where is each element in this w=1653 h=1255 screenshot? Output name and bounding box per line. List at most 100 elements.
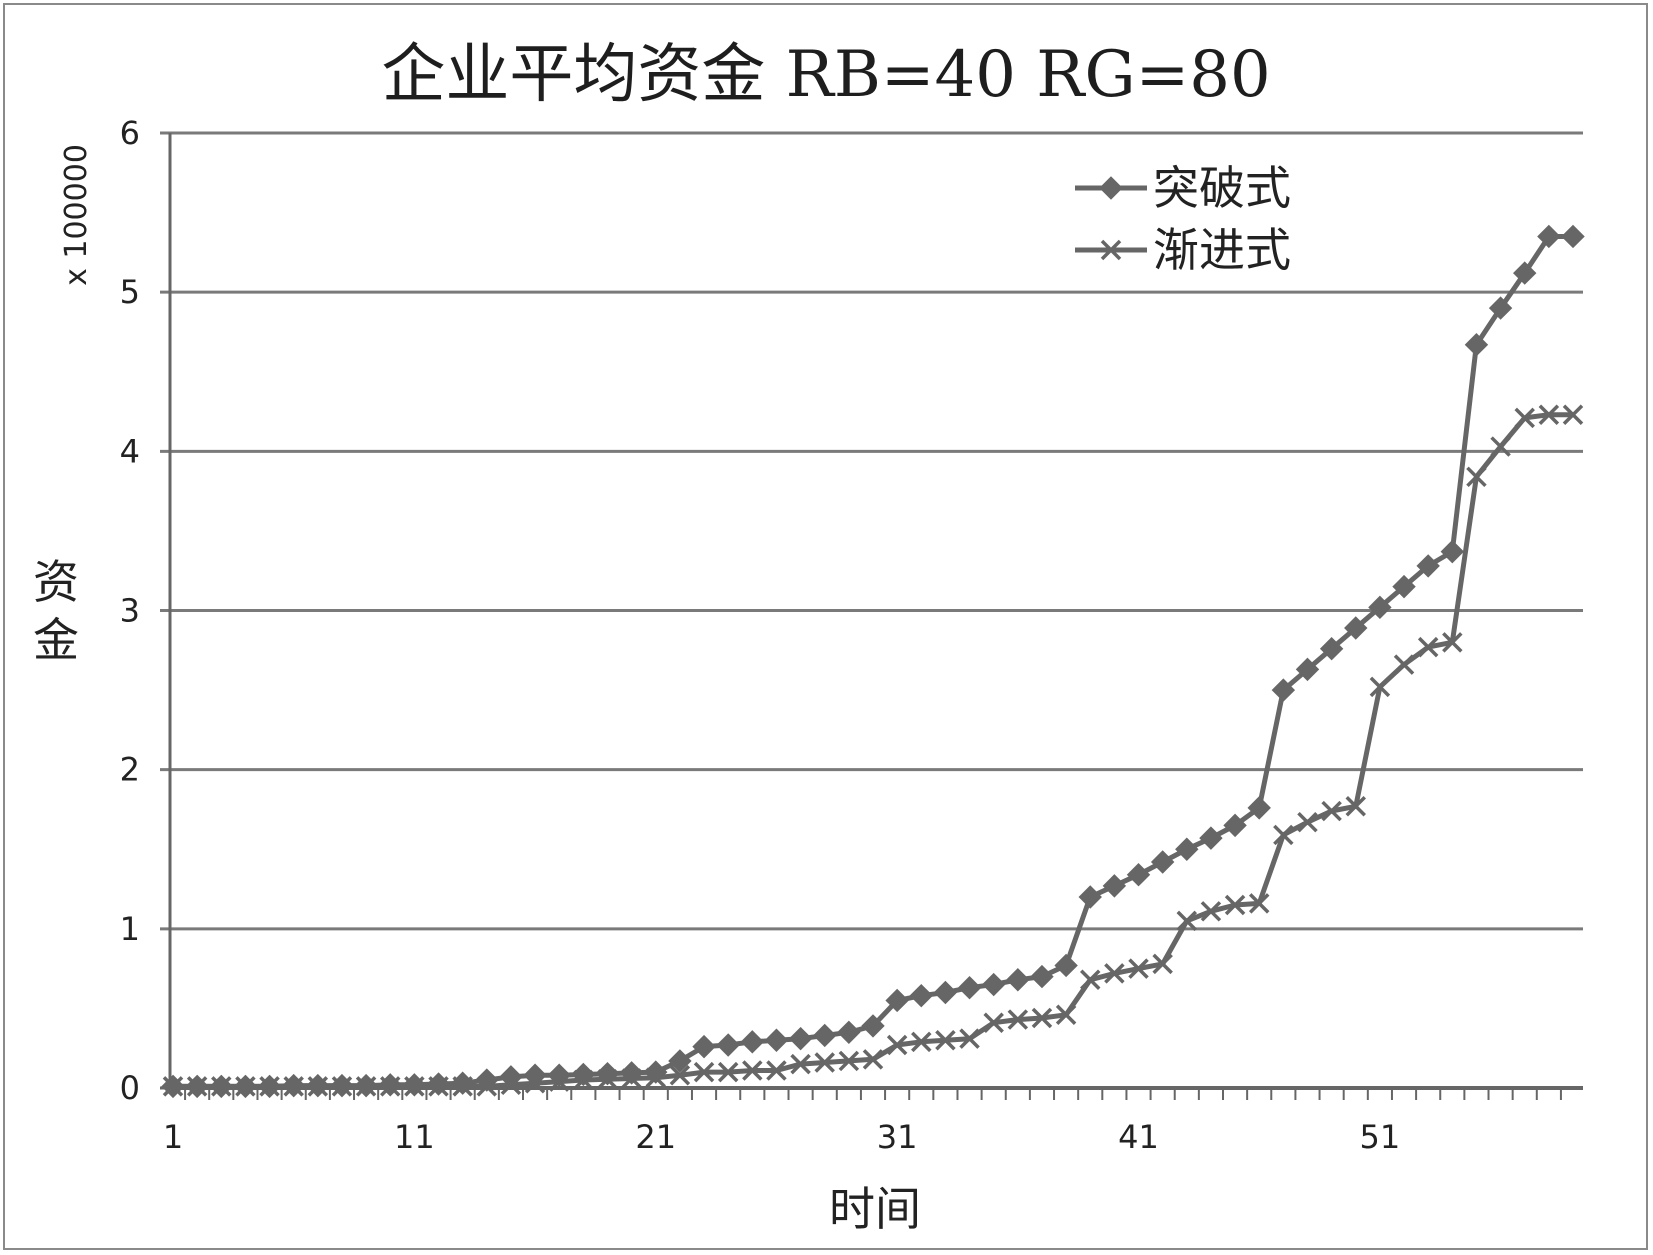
- data-point-x: [211, 1076, 232, 1097]
- data-point-diamond: [1030, 964, 1054, 989]
- data-point-diamond: [547, 1063, 571, 1087]
- data-point-x: [693, 1061, 715, 1083]
- data-point-x: [1104, 963, 1125, 984]
- data-point-diamond: [1344, 616, 1368, 640]
- legend-label: 突破式: [1153, 161, 1291, 215]
- data-point-diamond: [1271, 678, 1296, 702]
- x-tick-label: 21: [635, 1118, 676, 1156]
- data-point-x: [1224, 894, 1246, 916]
- data-point-x: [983, 1012, 1004, 1033]
- series-1: [162, 404, 1584, 1097]
- legend-item-incremental: 渐进式: [1075, 223, 1291, 277]
- data-point-x: [1297, 811, 1318, 833]
- legend-item-breakthrough: 突破式: [1075, 161, 1291, 215]
- data-point-x: [886, 1034, 908, 1056]
- data-point-diamond: [1199, 826, 1223, 850]
- data-point-diamond: [1054, 953, 1078, 978]
- data-point-diamond: [1247, 796, 1271, 820]
- data-point-diamond: [957, 976, 982, 1000]
- data-point-x: [1345, 796, 1366, 817]
- data-point-x: [1562, 404, 1584, 425]
- y-axis-label-char: 金: [33, 613, 79, 667]
- x-tick-label: 41: [1118, 1118, 1159, 1156]
- data-point-x: [669, 1065, 691, 1086]
- data-point-x: [766, 1060, 787, 1081]
- x-tick-label: 1: [163, 1118, 183, 1156]
- data-point-x: [911, 1031, 932, 1053]
- data-point-x: [1514, 407, 1535, 429]
- series-line: [173, 234, 1573, 1089]
- data-point-x: [717, 1061, 739, 1083]
- data-point-diamond: [1561, 224, 1585, 249]
- data-point-x: [935, 1030, 956, 1051]
- data-point-x: [1200, 901, 1222, 922]
- data-point-diamond: [788, 1026, 813, 1051]
- data-point-x: [1055, 1004, 1077, 1026]
- chart-title: 企业平均资金 RB=40 RG=80: [381, 38, 1270, 112]
- data-point-x: [259, 1076, 280, 1097]
- y-tick-label: 1: [120, 910, 140, 948]
- data-point-x: [621, 1068, 642, 1089]
- data-point-diamond: [1099, 176, 1123, 200]
- data-point-x: [1031, 1007, 1053, 1029]
- y-tick-label: 5: [120, 273, 140, 311]
- data-point-diamond: [1537, 224, 1561, 249]
- data-point-x: [1080, 969, 1101, 991]
- y-tick-label: 2: [120, 751, 140, 789]
- data-point-x: [645, 1067, 666, 1088]
- data-point-x: [428, 1076, 449, 1097]
- data-point-diamond: [885, 988, 909, 1013]
- data-point-x: [1538, 404, 1560, 425]
- data-point-x: [404, 1076, 425, 1097]
- data-point-x: [476, 1076, 498, 1097]
- data-point-diamond: [1513, 261, 1537, 285]
- y-scale-note: x 100000: [59, 144, 94, 286]
- data-point-diamond: [909, 983, 933, 1008]
- data-point-x: [1490, 436, 1511, 457]
- data-point-x: [597, 1069, 618, 1090]
- data-point-x: [500, 1074, 522, 1096]
- data-point-x: [959, 1028, 980, 1049]
- data-point-diamond: [499, 1065, 523, 1089]
- data-point-x: [1273, 824, 1294, 846]
- data-point-x: [1152, 953, 1173, 975]
- y-tick-label: 0: [120, 1069, 140, 1107]
- data-point-x: [548, 1071, 570, 1092]
- series: [161, 224, 1585, 1099]
- data-point-x: [1100, 239, 1122, 261]
- data-point-diamond: [1392, 574, 1416, 599]
- legend: 突破式 渐进式: [1075, 161, 1291, 277]
- data-point-x: [790, 1053, 811, 1075]
- y-axis-label-char: 资: [33, 555, 79, 609]
- data-point-diamond: [813, 1023, 837, 1048]
- data-point-diamond: [933, 980, 958, 1005]
- data-point-diamond: [1223, 813, 1247, 838]
- data-point-x: [235, 1076, 256, 1097]
- data-point-x: [283, 1076, 304, 1097]
- data-point-x: [1417, 636, 1439, 658]
- data-point-diamond: [1464, 332, 1489, 357]
- y-tick-label: 3: [120, 592, 140, 630]
- data-point-x: [814, 1052, 835, 1073]
- data-point-x: [573, 1069, 594, 1091]
- data-point-x: [307, 1076, 329, 1097]
- data-point-x: [1007, 1009, 1029, 1030]
- data-point-x: [355, 1076, 377, 1097]
- data-point-x: [742, 1060, 763, 1081]
- data-point-diamond: [981, 972, 1006, 997]
- data-point-x: [1442, 632, 1463, 653]
- x-tick-label: 11: [394, 1118, 435, 1156]
- data-point-x: [1248, 893, 1270, 914]
- data-point-diamond: [1175, 837, 1199, 861]
- data-point-x: [1321, 800, 1342, 822]
- data-point-diamond: [450, 1071, 475, 1095]
- data-point-diamond: [523, 1063, 547, 1087]
- data-point-x: [1393, 654, 1415, 675]
- y-tick-label: 4: [120, 432, 140, 470]
- x-tick-label: 51: [1360, 1118, 1401, 1156]
- data-point-diamond: [1006, 968, 1030, 992]
- data-point-diamond: [740, 1030, 765, 1054]
- data-point-x: [1369, 676, 1391, 698]
- gridlines: [160, 131, 1583, 1090]
